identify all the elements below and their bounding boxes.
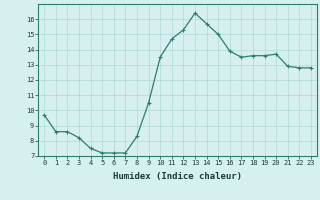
- X-axis label: Humidex (Indice chaleur): Humidex (Indice chaleur): [113, 172, 242, 181]
